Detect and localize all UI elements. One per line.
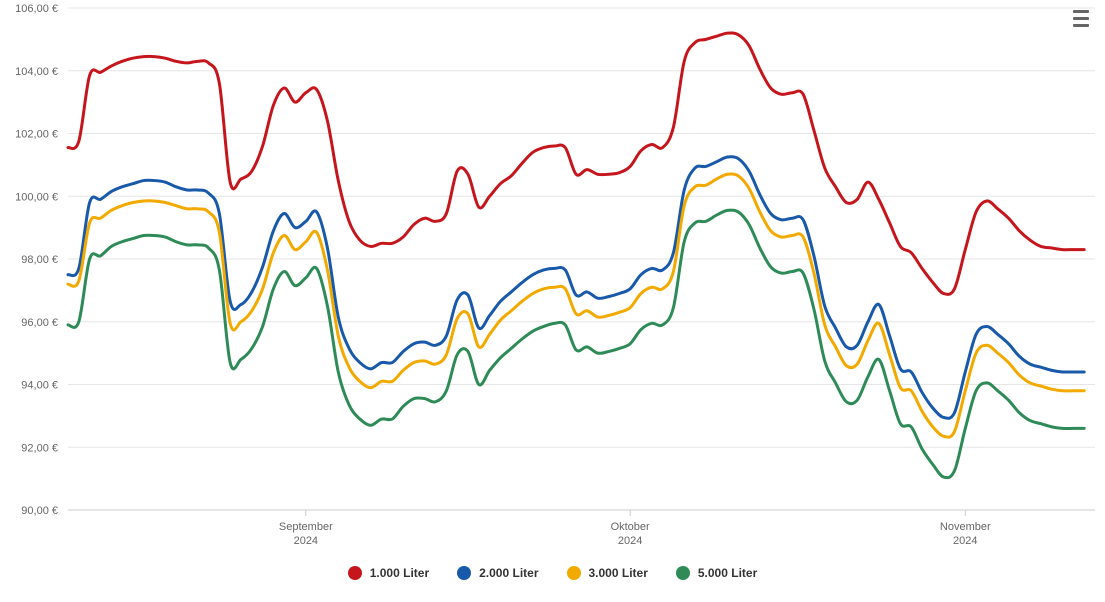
y-axis-tick-label: 96,00 € bbox=[21, 317, 58, 329]
y-axis-tick-label: 104,00 € bbox=[15, 66, 58, 78]
x-axis-tick-sublabel: 2024 bbox=[294, 535, 318, 547]
legend-item[interactable]: 1.000 Liter bbox=[348, 566, 429, 580]
x-axis-tick-label: Oktober bbox=[611, 521, 650, 533]
legend-item[interactable]: 2.000 Liter bbox=[457, 566, 538, 580]
legend-label: 3.000 Liter bbox=[589, 566, 648, 580]
y-axis-tick-label: 100,00 € bbox=[15, 191, 58, 203]
x-axis-tick-sublabel: 2024 bbox=[953, 535, 977, 547]
price-chart: 90,00 € 92,00 € 94,00 € 96,00 € 98,00 € 100,0… bbox=[0, 0, 1105, 592]
legend-swatch bbox=[676, 566, 690, 580]
y-axis-tick-label: 92,00 € bbox=[21, 442, 58, 454]
x-axis-tick-label: November bbox=[940, 521, 991, 533]
y-axis-tick-label: 94,00 € bbox=[21, 380, 58, 392]
y-axis-tick-label: 102,00 € bbox=[15, 129, 58, 141]
legend-label: 5.000 Liter bbox=[698, 566, 757, 580]
legend-swatch bbox=[567, 566, 581, 580]
chart-menu-button[interactable] bbox=[1067, 4, 1095, 32]
x-axis-tick-label: September bbox=[279, 521, 333, 533]
y-axis-tick-label: 98,00 € bbox=[21, 254, 58, 266]
legend-label: 2.000 Liter bbox=[479, 566, 538, 580]
hamburger-icon bbox=[1073, 10, 1089, 13]
y-axis-tick-label: 90,00 € bbox=[21, 505, 58, 517]
legend-item[interactable]: 3.000 Liter bbox=[567, 566, 648, 580]
chart-legend: 1.000 Liter 2.000 Liter 3.000 Liter 5.000 L… bbox=[0, 560, 1105, 592]
legend-swatch bbox=[348, 566, 362, 580]
chart-canvas: 90,00 € 92,00 € 94,00 € 96,00 € 98,00 € 100,0… bbox=[0, 0, 1105, 560]
x-axis-tick-sublabel: 2024 bbox=[618, 535, 642, 547]
legend-item[interactable]: 5.000 Liter bbox=[676, 566, 757, 580]
legend-swatch bbox=[457, 566, 471, 580]
legend-label: 1.000 Liter bbox=[370, 566, 429, 580]
y-axis-tick-label: 106,00 € bbox=[15, 3, 58, 15]
series-line[interactable] bbox=[68, 33, 1084, 294]
